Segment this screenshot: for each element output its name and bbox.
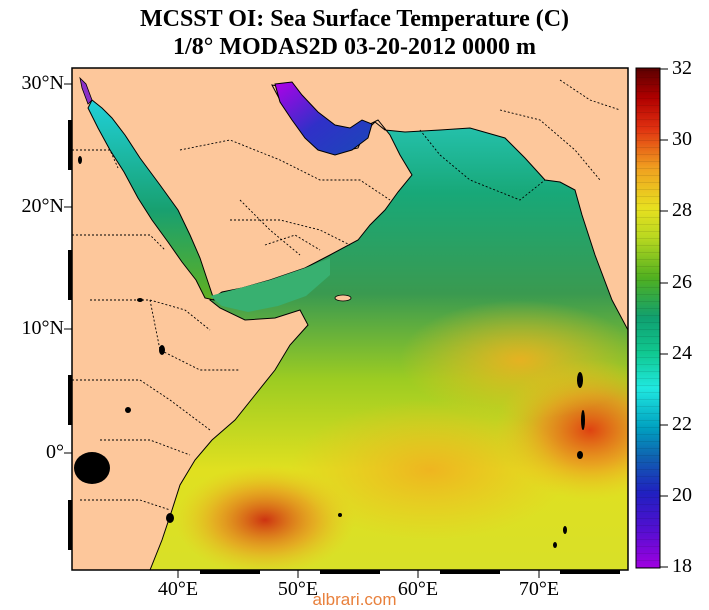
lon-label-50e: 50°E — [277, 578, 319, 600]
red-sea — [87, 99, 215, 301]
colorbar-label-18: 18 — [672, 555, 692, 577]
map-title-line-1: MCSST OI: Sea Surface Temperature (C) — [139, 6, 570, 32]
lon-label-40e: 40°E — [157, 578, 199, 600]
watermark-text: albrari.com — [312, 590, 397, 609]
land-mass — [72, 68, 628, 570]
colorbar-label-26: 26 — [672, 271, 692, 293]
lat-label-0: 0° — [46, 441, 64, 463]
colorbar-label-30: 30 — [672, 128, 692, 150]
colorbar-label-28: 28 — [672, 199, 692, 221]
lon-label-60e: 60°E — [397, 578, 439, 600]
lon-label-70e: 70°E — [518, 578, 560, 600]
persian-gulf — [274, 81, 373, 156]
colorbar-label-22: 22 — [672, 413, 692, 435]
lat-label-20n: 20°N — [21, 195, 64, 217]
map-title-line-2: 1/8° MODAS2D 03-20-2012 0000 m — [173, 34, 536, 60]
colorbar-label-24: 24 — [672, 342, 692, 364]
gulf-of-aden — [210, 258, 330, 312]
lat-label-10n: 10°N — [21, 317, 64, 339]
colorbar-label-32: 32 — [672, 57, 692, 79]
lake-victoria — [74, 452, 110, 484]
lat-label-30n: 30°N — [21, 72, 64, 94]
colorbar-label-20: 20 — [672, 484, 692, 506]
socotra-island — [334, 294, 352, 302]
